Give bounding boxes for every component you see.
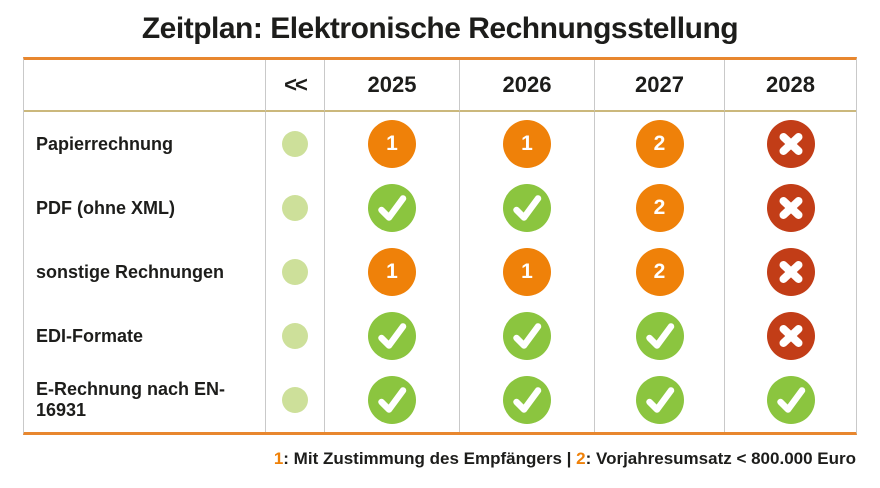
past-status-dot-icon <box>282 259 308 285</box>
status-cell-2028 <box>725 176 856 240</box>
allowed-check-icon <box>368 312 416 360</box>
allowed-with-note-1-icon: 1 <box>503 248 551 296</box>
row-label: sonstige Rechnungen <box>36 261 225 282</box>
status-cell-2028 <box>725 368 856 432</box>
status-cell-2025 <box>325 304 460 368</box>
allowed-with-note-1-icon: 1 <box>368 248 416 296</box>
legend-note2-number: 2 <box>576 449 586 468</box>
row-label-cell: EDI-Formate <box>24 304 266 368</box>
timeline-table: << 2025 2026 2027 2028 Papierrechnung 1 1 2… <box>23 57 857 435</box>
past-status-dot-icon <box>282 131 308 157</box>
past-status-cell <box>266 176 325 240</box>
header-year-2028: 2028 <box>725 60 856 112</box>
status-cell-2027: 2 <box>595 240 725 304</box>
status-cell-2026: 1 <box>460 112 595 176</box>
year-label: 2025 <box>367 72 417 97</box>
allowed-check-icon <box>635 376 684 424</box>
row-label: EDI-Formate <box>36 325 144 346</box>
status-cell-2028 <box>725 112 856 176</box>
row-label-cell: PDF (ohne XML) <box>24 176 266 240</box>
header-year-2026: 2026 <box>460 60 595 112</box>
row-label-cell: sonstige Rechnungen <box>24 240 266 304</box>
allowed-with-note-2-icon: 2 <box>635 248 684 296</box>
legend-note2-text: : Vorjahresumsatz < 800.000 Euro <box>585 449 856 468</box>
past-status-cell <box>266 112 325 176</box>
allowed-with-note-1-icon: 1 <box>368 120 416 168</box>
not-allowed-cross-icon <box>766 312 815 360</box>
status-cell-2025: 1 <box>325 240 460 304</box>
past-status-cell <box>266 368 325 432</box>
year-label: 2027 <box>635 72 684 97</box>
past-status-cell <box>266 240 325 304</box>
status-cell-2025 <box>325 368 460 432</box>
status-cell-2027 <box>595 368 725 432</box>
status-cell-2028 <box>725 240 856 304</box>
not-allowed-cross-icon <box>766 248 815 296</box>
status-cell-2026 <box>460 176 595 240</box>
year-label: 2028 <box>766 72 815 97</box>
row-label-cell: E-Rechnung nach EN-16931 <box>24 368 266 432</box>
status-cell-2026 <box>460 304 595 368</box>
allowed-with-note-2-icon: 2 <box>635 184 684 232</box>
page-title: Zeitplan: Elektronische Rechnungsstellun… <box>141 12 739 45</box>
status-cell-2028 <box>725 304 856 368</box>
header-year-2025: 2025 <box>325 60 460 112</box>
legend-separator: | <box>561 449 577 468</box>
row-label: E-Rechnung nach EN-16931 <box>36 379 226 420</box>
allowed-check-icon <box>503 376 551 424</box>
allowed-with-note-1-icon: 1 <box>503 120 551 168</box>
year-label: 2026 <box>502 72 552 97</box>
allowed-check-icon <box>766 376 815 424</box>
header-empty-cell <box>24 60 266 112</box>
status-cell-2027 <box>595 304 725 368</box>
legend-note1-text: : Mit Zustimmung des Empfängers <box>283 449 562 468</box>
allowed-check-icon <box>503 184 551 232</box>
status-cell-2027: 2 <box>595 176 725 240</box>
allowed-check-icon <box>503 312 551 360</box>
legend-note1-number: 1 <box>273 449 284 468</box>
status-cell-2025 <box>325 176 460 240</box>
allowed-with-note-2-icon: 2 <box>635 120 684 168</box>
not-allowed-cross-icon <box>766 184 815 232</box>
status-cell-2025: 1 <box>325 112 460 176</box>
past-status-dot-icon <box>282 195 308 221</box>
past-status-dot-icon <box>282 323 308 349</box>
past-chevrons-icon: << <box>284 72 308 97</box>
legend: 1: Mit Zustimmung des Empfängers | 2: Vo… <box>274 449 856 469</box>
status-cell-2027: 2 <box>595 112 725 176</box>
header-year-2027: 2027 <box>595 60 725 112</box>
header-past-cell: << <box>266 60 325 112</box>
past-status-cell <box>266 304 325 368</box>
row-label: PDF (ohne XML) <box>36 197 175 218</box>
status-cell-2026 <box>460 368 595 432</box>
past-status-dot-icon <box>282 387 308 413</box>
allowed-check-icon <box>368 376 416 424</box>
allowed-check-icon <box>368 184 416 232</box>
not-allowed-cross-icon <box>766 120 815 168</box>
row-label: Papierrechnung <box>36 133 174 154</box>
allowed-check-icon <box>635 312 684 360</box>
row-label-cell: Papierrechnung <box>24 112 266 176</box>
status-cell-2026: 1 <box>460 240 595 304</box>
